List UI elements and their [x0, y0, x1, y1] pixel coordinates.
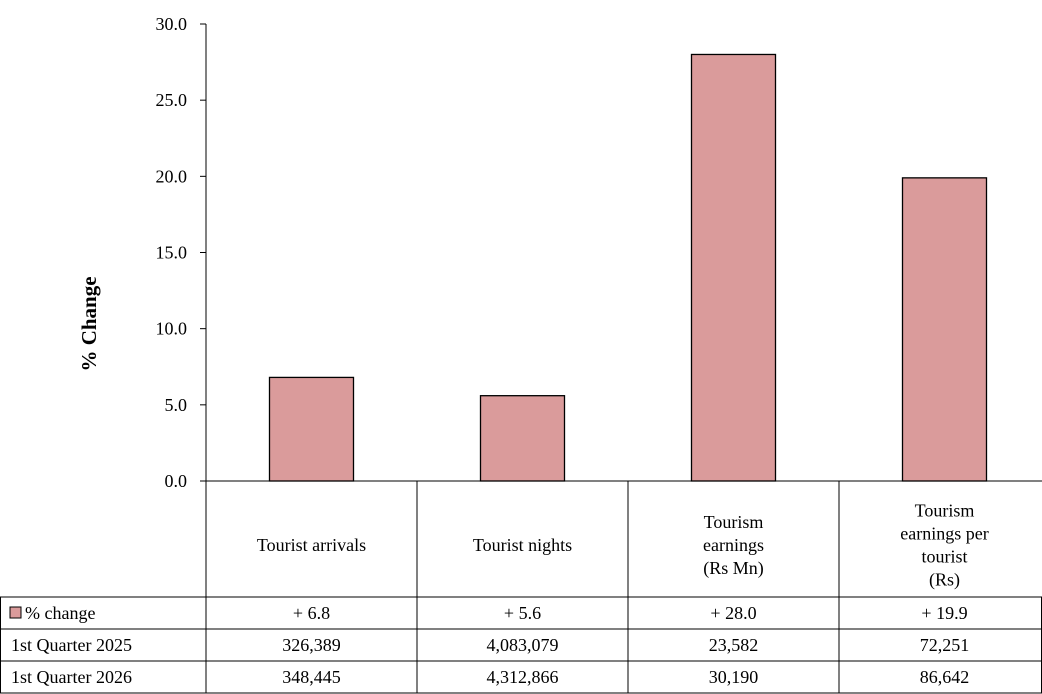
category-label: Tourism earnings per tourist (Rs): [900, 501, 988, 591]
y-tick-label: 0.0: [165, 471, 188, 491]
y-tick-label: 10.0: [156, 319, 188, 339]
table-cell: + 6.8: [293, 603, 330, 623]
table-cell: + 19.9: [921, 603, 967, 623]
bar: [901, 177, 988, 482]
data-table: % change + 6.8 + 5.6 + 28.0 + 19.9 1st Quarte…: [0, 596, 1042, 694]
table-cell: 326,389: [282, 635, 341, 655]
legend-label: % change: [25, 603, 95, 623]
category-label: Tourism earnings (Rs Mn): [703, 512, 764, 579]
bar: [690, 53, 777, 482]
y-tick-label: 25.0: [156, 90, 188, 110]
row-label: 1st Quarter 2026: [11, 667, 132, 687]
table-cell: + 5.6: [504, 603, 541, 623]
table-cell: 4,312,866: [487, 667, 559, 687]
table-cell: 348,445: [282, 667, 341, 687]
legend-swatch: [9, 606, 22, 619]
table-cell: 86,642: [920, 667, 970, 687]
y-tick-label: 20.0: [156, 166, 188, 186]
y-axis-label: % Change: [77, 276, 101, 371]
table-cell: 4,083,079: [487, 635, 559, 655]
y-tick-label: 5.0: [165, 395, 188, 415]
bar: [479, 395, 566, 482]
category-label: Tourist nights: [473, 535, 572, 555]
y-axis: 0.0 5.0 10.0 15.0 20.0 25.0 30.0: [156, 14, 207, 491]
table-cell: 72,251: [920, 635, 970, 655]
table-cell: 23,582: [709, 635, 759, 655]
bars: [268, 53, 988, 482]
y-tick-label: 15.0: [156, 243, 188, 263]
category-labels: Tourist arrivals Tourist nights Tourism ear…: [205, 480, 1042, 597]
table-cell: + 28.0: [710, 603, 756, 623]
row-label: 1st Quarter 2025: [11, 635, 132, 655]
category-label: Tourist arrivals: [257, 535, 366, 555]
table-cell: 30,190: [709, 667, 759, 687]
y-tick-label: 30.0: [156, 14, 188, 34]
bar: [268, 376, 355, 482]
